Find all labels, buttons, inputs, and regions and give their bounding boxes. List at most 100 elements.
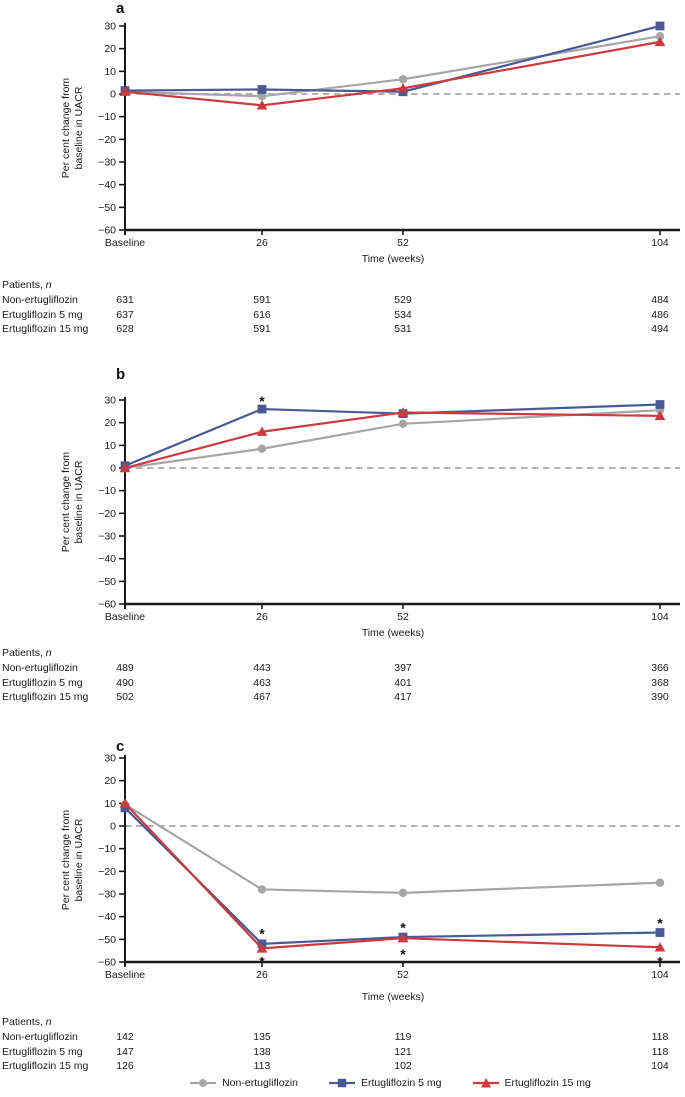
patients-count: 138 (253, 1045, 271, 1058)
patients-count: 368 (651, 676, 669, 689)
patients-count: 118 (651, 1045, 669, 1058)
x-axis-title: Time (weeks) (362, 253, 425, 265)
y-tick-label: 30 (104, 395, 116, 407)
data-point-square (257, 404, 267, 414)
patients-count: 616 (253, 308, 271, 321)
x-tick-label: 26 (256, 237, 268, 249)
y-tick-label: −20 (98, 134, 116, 146)
x-tick-label: 52 (397, 237, 409, 249)
significance-star: * (259, 393, 265, 409)
y-tick-label: −60 (98, 957, 116, 969)
y-tick-label: 30 (104, 753, 116, 765)
legend-marker-circle-icon (190, 1079, 217, 1087)
y-tick-label: −30 (98, 531, 116, 543)
data-point-triangle (397, 933, 409, 943)
x-tick-label: 26 (256, 611, 268, 623)
data-point-triangle (119, 462, 131, 473)
data-point-triangle (256, 426, 268, 436)
x-axis-title: Time (weeks) (362, 627, 425, 639)
x-tick-label: 26 (256, 969, 268, 981)
patients-row-label: Non-ertugliflozin (2, 662, 78, 674)
patients-count: 489 (116, 662, 134, 674)
significance-star: * (259, 954, 265, 970)
data-point-square (655, 928, 665, 937)
patients-row-label: Ertugliflozin 15 mg (2, 1060, 89, 1072)
data-point-square (655, 400, 665, 409)
patients-count: 417 (394, 691, 412, 703)
y-tick-label: 20 (104, 43, 116, 55)
patients-table-title: Patients, n (2, 279, 52, 291)
x-tick-label: Baseline (105, 237, 145, 249)
panel-b-label: b (116, 366, 126, 383)
legend-item-circle: Non-ertugliflozin (189, 1076, 298, 1090)
series-line-square (124, 403, 661, 467)
x-tick-label: 104 (651, 237, 669, 249)
y-tick-label: −30 (98, 157, 116, 169)
x-tick-label: 52 (397, 969, 409, 981)
data-point-triangle (654, 942, 666, 952)
y-tick-label: −60 (98, 225, 116, 237)
patients-row-label: Ertugliflozin 5 mg (2, 1045, 83, 1058)
data-point-square (257, 85, 267, 94)
patients-count: 113 (253, 1060, 271, 1072)
legend-label: Non-ertugliflozin (222, 1077, 298, 1089)
data-point-triangle (654, 410, 666, 421)
patients-count: 534 (394, 308, 412, 321)
data-point-circle (398, 75, 408, 84)
data-point-circle (257, 885, 267, 894)
patients-count: 484 (651, 294, 669, 306)
y-tick-label: 0 (110, 821, 116, 833)
y-tick-label: 0 (110, 89, 116, 101)
series-line-circle (124, 409, 661, 470)
x-tick-label: 104 (651, 969, 669, 981)
patients-table-title: Patients, n (2, 647, 52, 659)
patients-count: 467 (253, 691, 271, 703)
patients-row-label: Ertugliflozin 15 mg (2, 323, 89, 335)
series-line-circle (124, 35, 661, 98)
patients-count: 390 (651, 691, 669, 703)
patients-count: 126 (116, 1060, 134, 1072)
data-point-circle (398, 888, 408, 898)
patients-count: 104 (651, 1060, 669, 1072)
patients-count: 494 (651, 323, 669, 335)
patients-row: Ertugliflozin 5 mg 147 138 121 118 (0, 1046, 685, 1061)
patients-count: 490 (116, 676, 134, 689)
legend: Non-ertugliflozin Ertugliflozin 5 mg Ertug… (95, 1076, 685, 1090)
data-point-triangle (119, 798, 131, 808)
patients-count: 147 (116, 1045, 134, 1058)
patients-row: Ertugliflozin 5 mg 637 616 534 486 (0, 309, 685, 324)
y-tick-label: 10 (104, 66, 116, 78)
data-point-square (120, 803, 130, 813)
data-point-triangle (119, 86, 131, 96)
y-tick-label: 30 (104, 21, 116, 33)
y-tick-label: −10 (98, 485, 116, 497)
data-point-circle (655, 32, 665, 41)
patients-row-label: Non-ertugliflozin (2, 1031, 78, 1043)
patients-row-label: Ertugliflozin 5 mg (2, 308, 83, 321)
x-tick-label: Baseline (105, 611, 145, 623)
series-line-square (124, 807, 661, 945)
data-point-triangle (397, 407, 409, 417)
patients-count: 637 (116, 308, 134, 321)
patients-count: 502 (116, 691, 134, 703)
data-point-circle (655, 878, 665, 887)
patients-count: 401 (394, 676, 412, 689)
data-point-triangle (256, 100, 268, 110)
x-tick-label: 52 (397, 611, 409, 623)
y-tick-label: 0 (110, 463, 116, 475)
y-tick-label: −50 (98, 934, 116, 946)
patients-count: 366 (651, 662, 669, 674)
series-line-square (124, 24, 661, 93)
y-tick-label: 20 (104, 417, 116, 429)
series-line-triangle (124, 802, 661, 950)
significance-star: * (657, 915, 663, 931)
patients-count: 142 (116, 1031, 134, 1043)
y-tick-label: −10 (98, 843, 116, 855)
patients-count: 119 (394, 1031, 412, 1043)
patients-count: 591 (253, 323, 271, 335)
legend-item-square: Ertugliflozin 5 mg (328, 1076, 442, 1090)
patients-count: 628 (116, 323, 134, 335)
